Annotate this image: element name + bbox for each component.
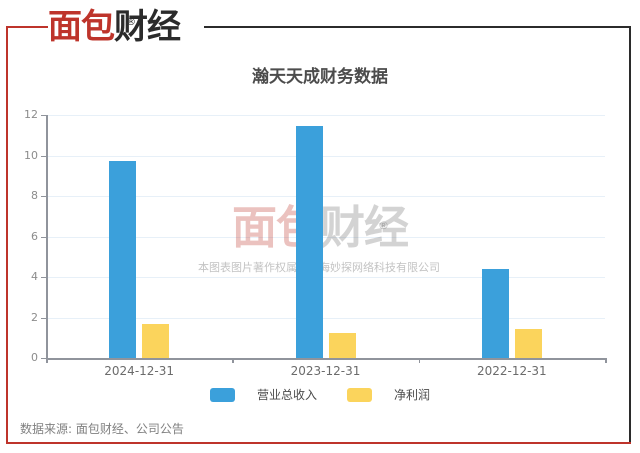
frame-line-left	[6, 26, 8, 444]
frame-line-right	[629, 26, 631, 444]
gridline-4	[46, 277, 605, 278]
legend-swatch-净利润	[347, 387, 372, 402]
y-tick-2	[41, 317, 46, 319]
y-tick-label-4: 4	[31, 270, 38, 283]
y-axis-line	[46, 115, 48, 358]
x-axis-line	[46, 358, 605, 360]
frame-line-bottom	[6, 442, 631, 444]
y-tick-10	[41, 155, 46, 157]
frame-line-top-red	[6, 26, 48, 28]
y-tick-0	[41, 358, 46, 359]
chart-legend: 营业总收入 净利润	[0, 386, 640, 403]
bar-净利润-2024-12-31[interactable]	[142, 324, 170, 358]
x-tick-3	[605, 358, 607, 363]
bar-营业总收入-2023-12-31[interactable]	[295, 126, 323, 358]
data-source-note: 数据来源: 面包财经、公司公告	[20, 422, 184, 436]
y-tick-label-10: 10	[24, 148, 38, 162]
registered-trademark-icon: ®	[126, 17, 136, 28]
brand-logo-red-text: 面包	[48, 7, 115, 47]
brand-logo-black-text: 财经	[114, 7, 181, 47]
legend-label-净利润: 净利润	[394, 388, 431, 402]
bar-净利润-2023-12-31[interactable]	[328, 333, 356, 358]
legend-swatch-营业总收入	[209, 387, 235, 402]
gridline-2	[46, 317, 605, 319]
x-category-label-2024-12-31: 2024-12-31	[104, 364, 175, 378]
x-tick-1	[232, 358, 234, 363]
y-tick-6	[41, 236, 46, 238]
bar-净利润-2022-12-31[interactable]	[514, 329, 542, 358]
y-tick-label-8: 8	[31, 189, 38, 202]
y-tick-label-6: 6	[31, 229, 38, 243]
bar-营业总收入-2024-12-31[interactable]	[109, 160, 137, 358]
y-tick-4	[41, 277, 46, 278]
legend-label-营业总收入: 营业总收入	[256, 388, 317, 402]
chart-title: 瀚天天成财务数据	[252, 67, 388, 87]
legend-item-营业总收入[interactable]: 营业总收入	[209, 386, 317, 403]
y-tick-label-0: 0	[31, 351, 38, 364]
brand-logo: 面包财经 ®	[48, 5, 181, 49]
frame-line-top-black	[204, 26, 631, 28]
gridline-6	[46, 236, 605, 238]
y-tick-label-2: 2	[31, 310, 38, 324]
gridline-10	[46, 155, 605, 157]
x-category-label-2022-12-31: 2022-12-31	[476, 364, 547, 378]
legend-item-净利润[interactable]: 净利润	[347, 386, 430, 403]
y-tick-8	[41, 196, 46, 197]
bar-营业总收入-2022-12-31[interactable]	[481, 268, 509, 358]
x-tick-0	[46, 358, 48, 363]
gridline-12	[46, 115, 605, 116]
y-tick-12	[41, 115, 46, 116]
x-tick-2	[418, 358, 421, 363]
gridline-8	[46, 196, 605, 197]
y-tick-label-12: 12	[24, 108, 38, 121]
watermark-registered-icon: ®	[378, 219, 389, 232]
x-category-label-2023-12-31: 2023-12-31	[290, 364, 361, 378]
